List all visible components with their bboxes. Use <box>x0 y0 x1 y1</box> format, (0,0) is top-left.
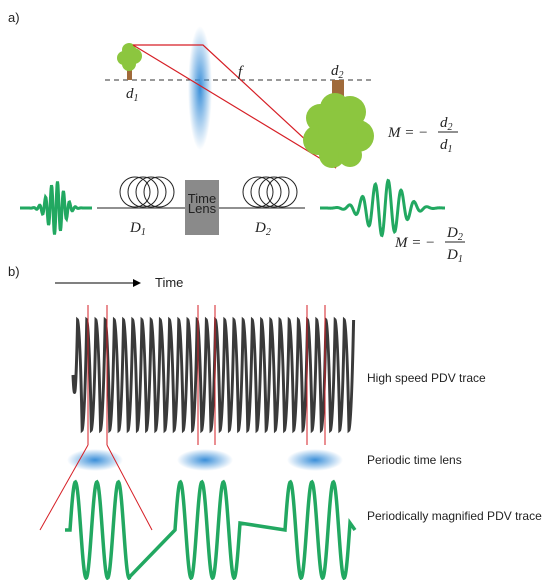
sub: 2 <box>458 232 463 243</box>
symbol: D2 <box>446 225 463 243</box>
sub: 1 <box>448 144 453 155</box>
time-lens-label: Lens <box>188 201 217 216</box>
magnified-trace <box>65 482 355 578</box>
output-pulse <box>320 181 445 236</box>
pdv-trace <box>73 320 354 430</box>
sub: 1 <box>134 93 139 104</box>
part-label: a) <box>8 10 20 25</box>
focal-label: f <box>238 64 244 80</box>
equation-lhs: M = − <box>387 125 428 141</box>
trace-label: High speed PDV trace <box>367 371 486 385</box>
sub: 1 <box>141 227 146 238</box>
object-label: d1 <box>126 86 139 104</box>
diagram: a) f d1 d2 M = −d2d1 Time Lens D1 D2 M =… <box>0 0 552 580</box>
spatial-magnification: M = − d2 d1 <box>387 115 458 155</box>
ray-lines <box>133 45 336 168</box>
time-lens <box>287 449 343 471</box>
fiber-coil <box>243 177 297 207</box>
sym: D <box>254 220 266 236</box>
trace-label: Periodic time lens <box>367 453 462 467</box>
dispersion-label: D1 <box>129 220 146 238</box>
fiber-coil <box>120 177 174 207</box>
input-pulse <box>20 182 92 235</box>
equation-lhs: M = − <box>394 235 435 251</box>
time-label: Time <box>155 275 183 290</box>
sym: D <box>129 220 141 236</box>
image-label: d2 <box>331 63 344 81</box>
sub: 1 <box>458 254 463 265</box>
dispersion-label: D2 <box>254 220 271 238</box>
time-lens <box>177 449 233 471</box>
sym: D <box>446 247 458 263</box>
sub: 2 <box>339 70 344 81</box>
sub: 2 <box>448 122 453 133</box>
sym: D <box>446 225 458 241</box>
symbol: d1 <box>440 137 453 155</box>
sub: 2 <box>266 227 271 238</box>
symbol: d2 <box>440 115 453 133</box>
part-label: b) <box>8 264 20 279</box>
trace-label: Periodically magnified PDV trace <box>367 509 542 523</box>
page: a) f d1 d2 M = −d2d1 Time Lens D1 D2 M =… <box>0 0 552 580</box>
symbol: D1 <box>446 247 463 265</box>
